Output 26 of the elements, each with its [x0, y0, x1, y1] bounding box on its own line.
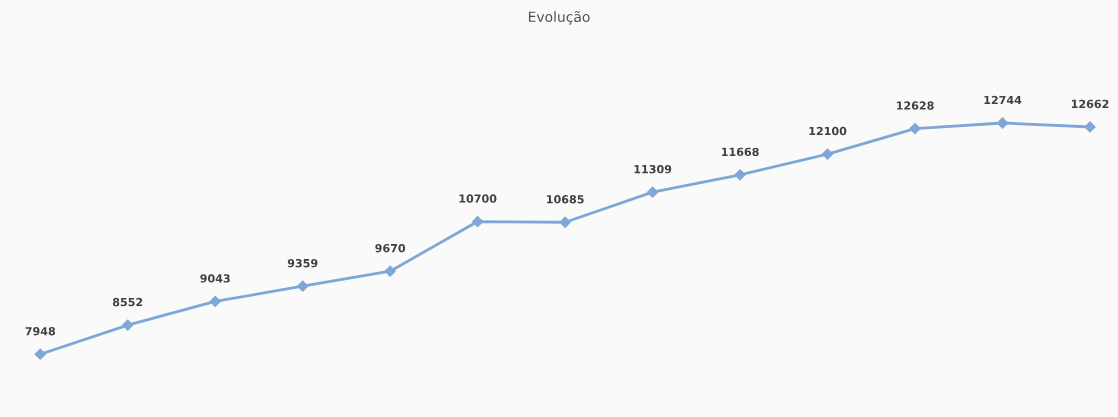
data-label: 12744 — [984, 95, 1022, 105]
point — [297, 280, 309, 292]
data-label: 8552 — [112, 297, 143, 307]
point — [34, 348, 46, 360]
data-label: 11668 — [722, 147, 759, 157]
point — [821, 148, 834, 160]
point — [734, 169, 746, 181]
chart-title: Evolução — [528, 11, 590, 25]
point — [209, 295, 221, 308]
point — [122, 319, 134, 331]
data-label: 12662 — [1071, 99, 1109, 109]
data-label: 11309 — [634, 164, 672, 174]
data-label: 7948 — [25, 326, 56, 336]
data-label: 9043 — [200, 274, 230, 283]
point — [384, 265, 396, 277]
point — [559, 216, 571, 228]
data-label: 10700 — [459, 194, 497, 203]
point — [996, 117, 1009, 129]
data-label: 12628 — [896, 101, 934, 110]
data-label: 12100 — [809, 126, 847, 136]
data-label: 9670 — [375, 243, 406, 253]
data-label: 9359 — [287, 258, 318, 268]
point — [646, 186, 659, 198]
point — [472, 215, 484, 228]
data-label: 10685 — [547, 195, 584, 204]
point — [909, 122, 921, 135]
